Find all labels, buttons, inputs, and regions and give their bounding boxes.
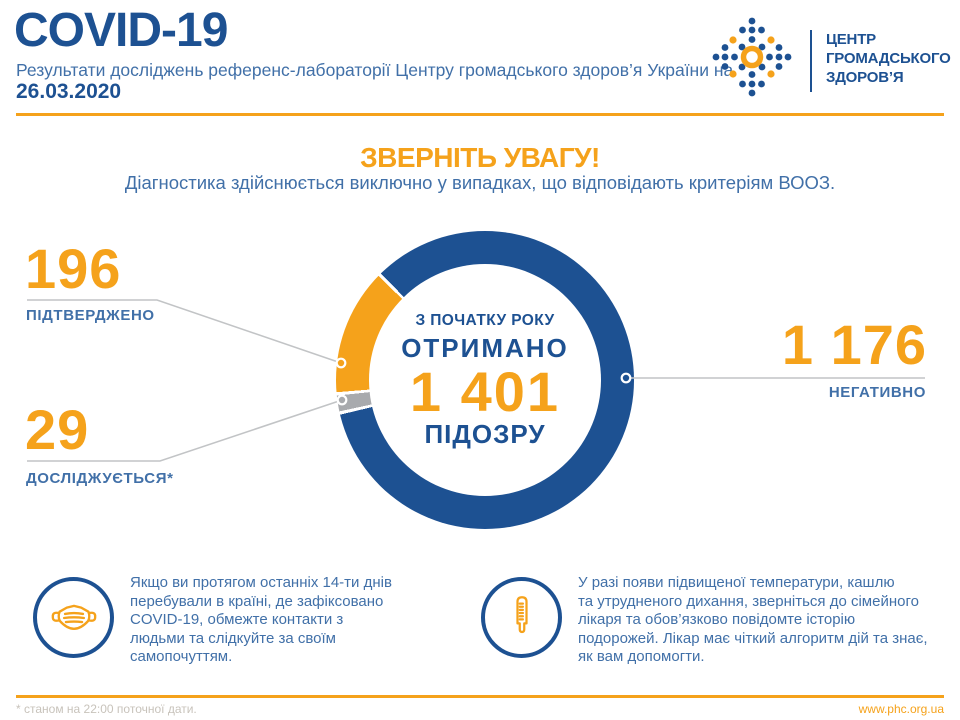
logo-line: ГРОМАДСЬКОГО: [826, 50, 951, 67]
mask-tip-text: Якщо ви протягом останніх 14-ти днів пер…: [130, 574, 392, 666]
mask-tip-badge: [33, 577, 114, 658]
thermometer-tip-badge: [481, 577, 562, 658]
footer-divider: [16, 695, 944, 698]
logo-wordmark: ЦЕНТР ГРОМАДСЬКОГО ЗДОРОВ’Я: [826, 30, 951, 87]
thermometer-icon: [515, 595, 528, 633]
footnote: * станом на 22:00 поточної дати.: [16, 702, 197, 716]
website-link[interactable]: www.phc.org.ua: [858, 702, 944, 716]
notice-title: ЗВЕРНІТЬ УВАГУ!: [360, 142, 600, 173]
confirmed-value: 196: [25, 237, 122, 300]
mask-icon: [51, 604, 96, 630]
confirmed-label: ПІДТВЕРДЖЕНО: [26, 307, 155, 324]
negative-value: 1 176: [781, 313, 927, 376]
donut-chart: З ПОЧАТКУ РОКУ ОТРИМАНО 1 401 ПІДОЗРУ: [336, 231, 634, 529]
report-subtitle: Результати досліджень референс-лаборатор…: [16, 60, 734, 80]
logo-divider: [810, 30, 812, 92]
donut-center-unit: ПІДОЗРУ: [424, 418, 546, 449]
logo-line: ЗДОРОВ’Я: [826, 69, 904, 86]
donut-center-action: ОТРИМАНО: [401, 332, 569, 363]
notice-text: Діагностика здійснюється виключно у випа…: [124, 172, 836, 193]
donut-center-value: 1 401: [409, 359, 561, 423]
investigated-label: ДОСЛІДЖУЄТЬСЯ*: [26, 470, 174, 487]
header-divider: [16, 113, 944, 116]
page-title: COVID-19: [14, 4, 228, 57]
investigated-value: 29: [25, 398, 90, 461]
donut-center-kicker: З ПОЧАТКУ РОКУ: [415, 311, 555, 329]
fever-tip-text: У разі появи підвищеної температури, каш…: [578, 574, 928, 666]
phc-logo-icon: [712, 17, 792, 97]
report-date: 26.03.2020: [16, 80, 122, 103]
logo-line: ЦЕНТР: [826, 31, 876, 48]
negative-label: НЕГАТИВНО: [828, 384, 926, 401]
donut-center: З ПОЧАТКУ РОКУ ОТРИМАНО 1 401 ПІДОЗРУ: [369, 264, 601, 496]
